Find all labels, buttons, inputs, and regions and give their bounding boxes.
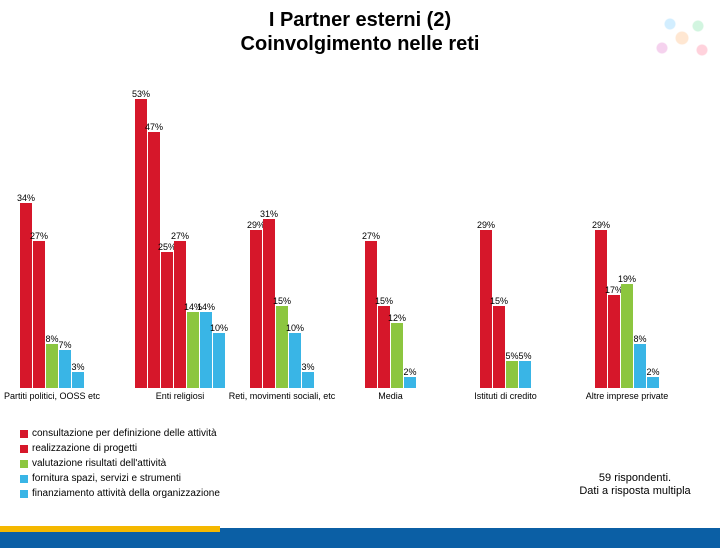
bar: 19% [621,284,633,388]
bar-value-label: 7% [58,340,71,350]
legend-label: consultazione per definizione delle atti… [32,428,217,439]
bar: 2% [647,377,659,388]
group-label: Altre imprese private [572,392,682,402]
bar: 14% [187,312,199,388]
chart-title: I Partner esterni (2) Coinvolgimento nel… [0,8,720,56]
bar-group: 29%31%15%10%3%Reti, movimenti sociali, e… [250,219,314,388]
bar-value-label: 27% [362,231,380,241]
bar-value-label: 47% [145,122,163,132]
legend-label: valutazione risultati dell'attività [32,458,166,469]
bar: 2% [404,377,416,388]
legend-item: fornitura spazi, servizi e strumenti [20,473,300,484]
group-label: Istituti di credito [451,392,561,402]
legend-item: valutazione risultati dell'attività [20,458,300,469]
bar-value-label: 10% [286,323,304,333]
bar: 12% [391,323,403,388]
bar: 53% [135,99,147,388]
bar: 10% [213,333,225,388]
legend-swatch [20,445,28,453]
footer-bar [0,524,720,548]
bar: 15% [493,306,505,388]
legend-swatch [20,490,28,498]
legend-swatch [20,430,28,438]
group-label: Reti, movimenti sociali, etc [227,392,337,402]
bar: 15% [276,306,288,388]
bar: 3% [72,372,84,388]
bar-value-label: 29% [477,220,495,230]
bar-group: 27%15%12%2%Media [365,241,416,388]
bar-value-label: 3% [301,362,314,372]
bar-value-label: 2% [646,367,659,377]
bar-value-label: 19% [618,274,636,284]
bar-value-label: 27% [171,231,189,241]
title-line-2: Coinvolgimento nelle reti [0,32,720,56]
bar: 29% [480,230,492,388]
bar-value-label: 14% [197,302,215,312]
bar: 8% [634,344,646,388]
bar-value-label: 10% [210,323,228,333]
bar-value-label: 15% [273,296,291,306]
bar-value-label: 5% [505,351,518,361]
bar: 8% [46,344,58,388]
bar: 5% [506,361,518,388]
bar: 7% [59,350,71,388]
bar-value-label: 8% [45,334,58,344]
legend-swatch [20,475,28,483]
bar-group: 29%17%19%8%2%Altre imprese private [595,230,659,388]
decorative-burst [650,14,714,62]
bar-group: 29%15%5%5%Istituti di credito [480,230,531,388]
bar: 27% [174,241,186,388]
bar: 10% [289,333,301,388]
bar-value-label: 53% [132,89,150,99]
bar: 27% [365,241,377,388]
bar: 29% [250,230,262,388]
legend-item: realizzazione di progetti [20,443,300,454]
bar-value-label: 3% [71,362,84,372]
footnote-line-2: Dati a risposta multipla [570,485,700,498]
footnote-line-1: 59 rispondenti. [570,472,700,485]
bar-group: 53%47%25%27%14%14%10%Enti religiosi [135,99,225,388]
bar: 3% [302,372,314,388]
footnote: 59 rispondenti. Dati a risposta multipla [570,472,700,498]
bar-value-label: 34% [17,193,35,203]
bar: 17% [608,295,620,388]
legend-item: finanziamento attività della organizzazi… [20,488,300,499]
legend-label: realizzazione di progetti [32,443,137,454]
legend-label: fornitura spazi, servizi e strumenti [32,473,181,484]
bar: 25% [161,252,173,388]
bar: 5% [519,361,531,388]
bar-group: 34%27%8%7%3%Partiti politici, OOSS etc [20,203,84,388]
group-label: Media [336,392,446,402]
bar-value-label: 8% [633,334,646,344]
bar-value-label: 12% [388,313,406,323]
bar-value-label: 2% [403,367,416,377]
title-line-1: I Partner esterni (2) [0,8,720,32]
bar-value-label: 15% [375,296,393,306]
group-label: Partiti politici, OOSS etc [0,392,107,402]
legend: consultazione per definizione delle atti… [20,428,560,503]
legend-item: consultazione per definizione delle atti… [20,428,300,439]
bar-value-label: 5% [518,351,531,361]
bar-value-label: 15% [490,296,508,306]
grouped-bar-chart: 34%27%8%7%3%Partiti politici, OOSS etc 53… [10,88,710,408]
legend-swatch [20,460,28,468]
group-label: Enti religiosi [125,392,235,402]
legend-label: finanziamento attività della organizzazi… [32,488,220,499]
bar-value-label: 31% [260,209,278,219]
bar-value-label: 29% [592,220,610,230]
bar: 29% [595,230,607,388]
bar-value-label: 27% [30,231,48,241]
bar: 47% [148,132,160,388]
footer-yellow [0,526,220,532]
bar: 27% [33,241,45,388]
